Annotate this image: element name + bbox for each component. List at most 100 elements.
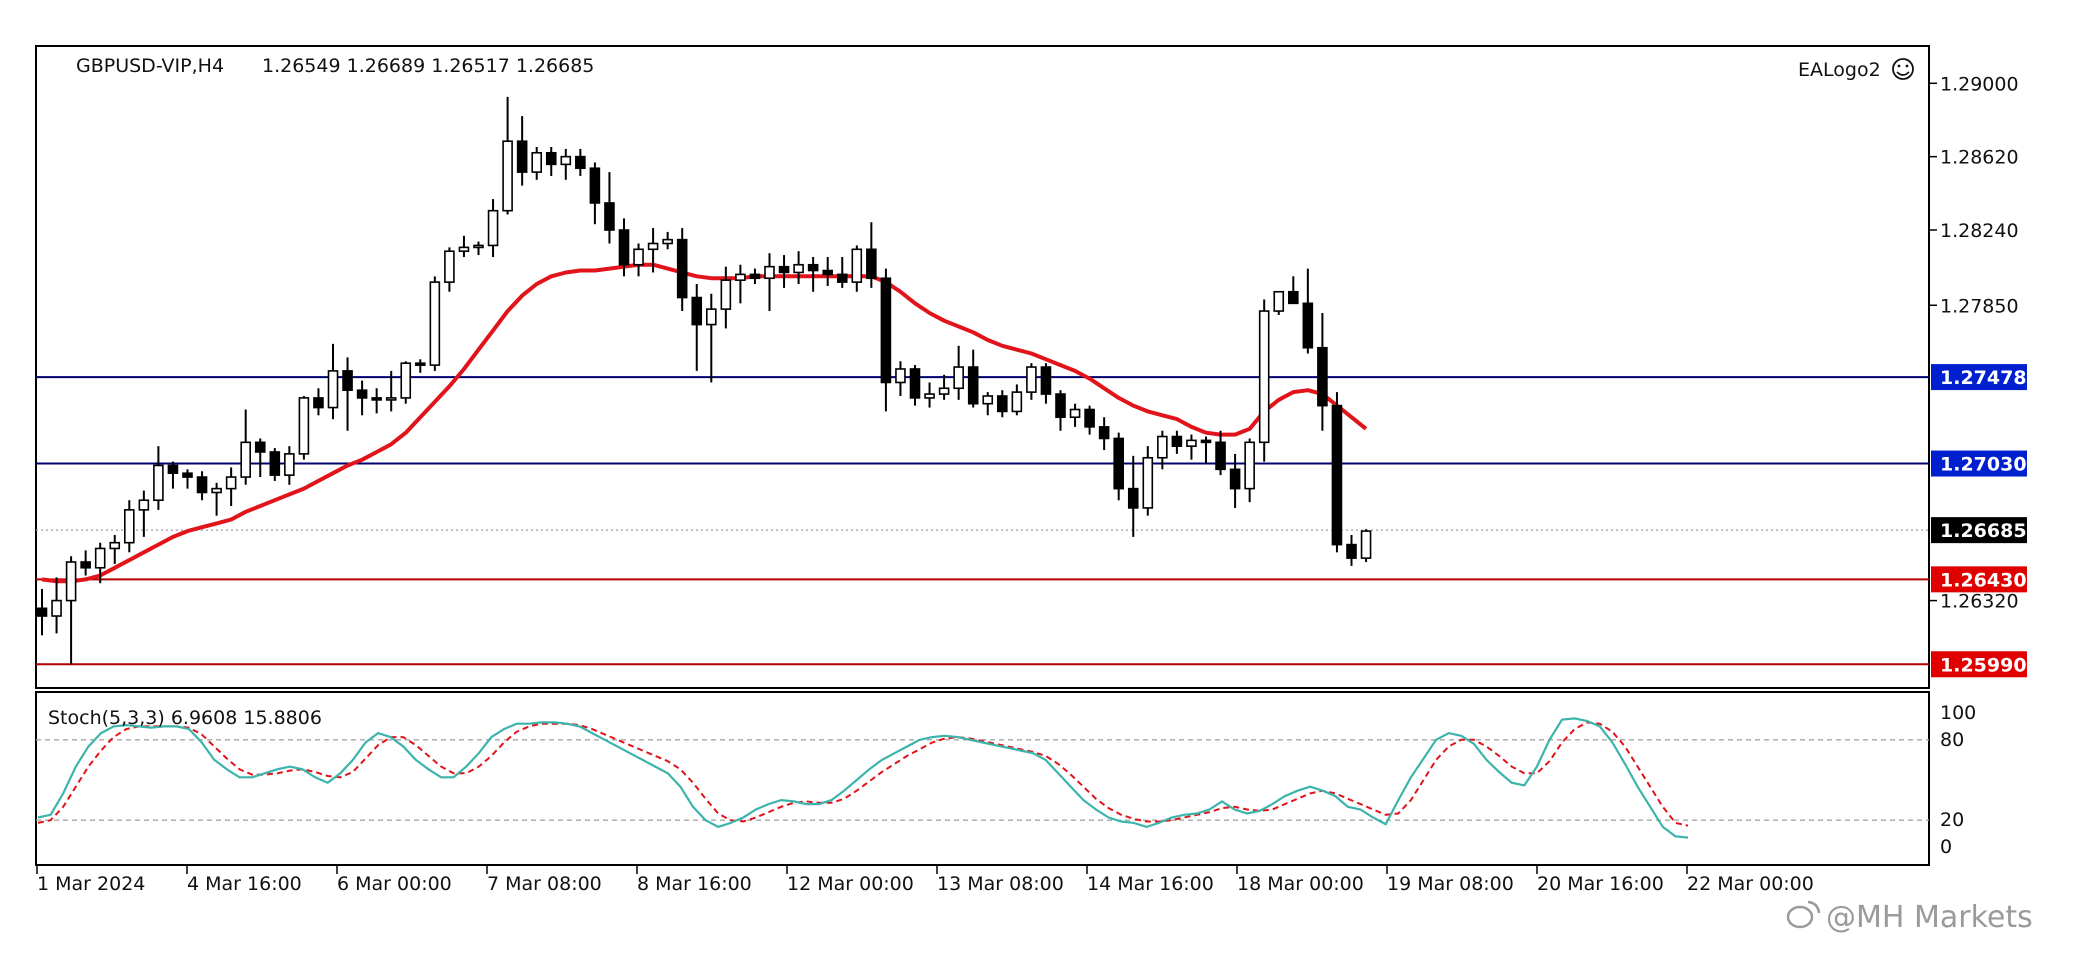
level-label-2: 1.26430 <box>1940 569 2027 591</box>
candle-body-55 <box>836 273 848 283</box>
candle-29 <box>458 235 470 258</box>
candle-body-32 <box>502 140 513 212</box>
candle-body-90 <box>1346 543 1357 559</box>
stoch-title: Stoch(5,3,3) 6.9608 15.8806 <box>48 707 322 729</box>
price-tick-label-1: 1.28620 <box>1940 147 2019 169</box>
candle-36 <box>560 148 572 180</box>
candle-42 <box>647 228 659 273</box>
price-panel[interactable]: GBPUSD-VIP,H4 1.26549 1.26689 1.26517 1.… <box>35 45 1930 689</box>
candle-body-29 <box>458 246 470 253</box>
candle-body-76 <box>1142 456 1154 509</box>
candle-20 <box>327 343 339 420</box>
candle-51 <box>778 255 790 288</box>
candle-body-1 <box>51 599 62 617</box>
candle-78 <box>1171 430 1183 454</box>
candle-body-38 <box>589 167 601 204</box>
candle-45 <box>691 284 703 371</box>
candle-body-60 <box>909 368 921 399</box>
candle-43 <box>662 231 673 250</box>
watermark: @MH Markets <box>1786 900 2033 935</box>
candle-body-86 <box>1288 290 1299 305</box>
stoch-tick-label-2: 20 <box>1940 809 1964 831</box>
candle-1 <box>51 577 62 634</box>
candle-30 <box>473 241 484 256</box>
candle-89 <box>1331 392 1343 553</box>
price-axis: 1.29000 1.28620 1.28240 1.27850 1.26320 <box>1929 73 2019 613</box>
candle-79 <box>1186 434 1197 460</box>
candle-body-35 <box>545 151 557 166</box>
candle-body-84 <box>1258 310 1270 444</box>
time-tick-label-9: 19 Mar 08:00 <box>1387 873 1514 895</box>
candle-body-11 <box>196 476 208 494</box>
candle-4 <box>94 542 106 584</box>
candle-72 <box>1084 405 1095 435</box>
time-tick-label-2: 6 Mar 00:00 <box>337 873 452 895</box>
chart-ohlc: 1.26549 1.26689 1.26517 1.26685 <box>262 55 594 77</box>
ma-line <box>41 262 1368 584</box>
candle-82 <box>1229 453 1241 508</box>
candle-50 <box>764 253 775 312</box>
candle-35 <box>545 146 557 176</box>
candle-74 <box>1113 432 1124 501</box>
level-label-0: 1.27478 <box>1940 367 2027 389</box>
candle-body-25 <box>400 362 412 399</box>
candle-15 <box>254 438 266 478</box>
candle-body-88 <box>1317 346 1328 407</box>
candle-83 <box>1244 438 1255 503</box>
candle-46 <box>705 293 717 383</box>
candle-body-39 <box>604 202 615 231</box>
candle-body-63 <box>953 366 964 390</box>
candle-body-7 <box>138 499 150 511</box>
level-label-1: 1.27030 <box>1940 454 2027 476</box>
candle-body-26 <box>414 362 426 366</box>
candle-body-46 <box>705 308 717 326</box>
candle-9 <box>167 461 179 489</box>
candle-body-69 <box>1040 366 1052 395</box>
candle-60 <box>909 365 921 406</box>
candle-53 <box>807 257 819 292</box>
time-tick-label-6: 13 Mar 08:00 <box>937 873 1064 895</box>
candle-12 <box>211 482 222 516</box>
candle-21 <box>342 357 353 431</box>
candle-44 <box>676 228 688 312</box>
stoch-main-line <box>37 717 1689 839</box>
candle-17 <box>284 446 295 485</box>
stoch-panel[interactable]: Stoch(5,3,3) 6.9608 15.8806 <box>35 691 1930 866</box>
candle-body-6 <box>124 509 135 544</box>
candle-59 <box>895 361 906 396</box>
time-tick-label-3: 7 Mar 08:00 <box>487 873 602 895</box>
candle-body-19 <box>313 397 324 409</box>
candle-body-49 <box>749 273 761 280</box>
candle-68 <box>1026 363 1037 400</box>
stoch-tick-label-0: 100 <box>1940 702 1976 724</box>
candle-48 <box>735 264 746 304</box>
stoch-lines <box>36 717 1929 839</box>
time-tick-label-11: 22 Mar 00:00 <box>1687 873 1814 895</box>
candle-body-45 <box>691 296 703 326</box>
price-tick-label-3: 1.27850 <box>1940 295 2019 317</box>
candle-49 <box>749 268 761 285</box>
candle-26 <box>414 359 426 373</box>
candle-40 <box>618 218 630 277</box>
price-tick-label-2: 1.28240 <box>1940 220 2019 242</box>
ea-logo-text: EALogo2 <box>1798 59 1881 81</box>
stoch-tick-label-1: 80 <box>1940 729 1964 751</box>
candle-11 <box>196 471 208 501</box>
candle-body-91 <box>1360 530 1372 559</box>
candle-13 <box>225 467 237 507</box>
candle-6 <box>124 500 135 553</box>
level-label-1-box <box>1931 450 2027 477</box>
candle-body-34 <box>531 151 543 173</box>
price-tick-label-4: 1.26320 <box>1940 591 2019 613</box>
candle-body-0 <box>36 607 48 617</box>
candle-84 <box>1258 299 1270 462</box>
candle-body-65 <box>982 395 994 405</box>
candle-body-87 <box>1302 302 1314 349</box>
candle-body-61 <box>924 393 935 399</box>
candle-66 <box>996 390 1008 418</box>
candle-body-80 <box>1200 439 1212 444</box>
stoch-tick-label-3: 0 <box>1940 836 1952 858</box>
candle-body-78 <box>1171 435 1183 447</box>
candle-body-13 <box>225 476 237 490</box>
candle-58 <box>880 268 892 412</box>
